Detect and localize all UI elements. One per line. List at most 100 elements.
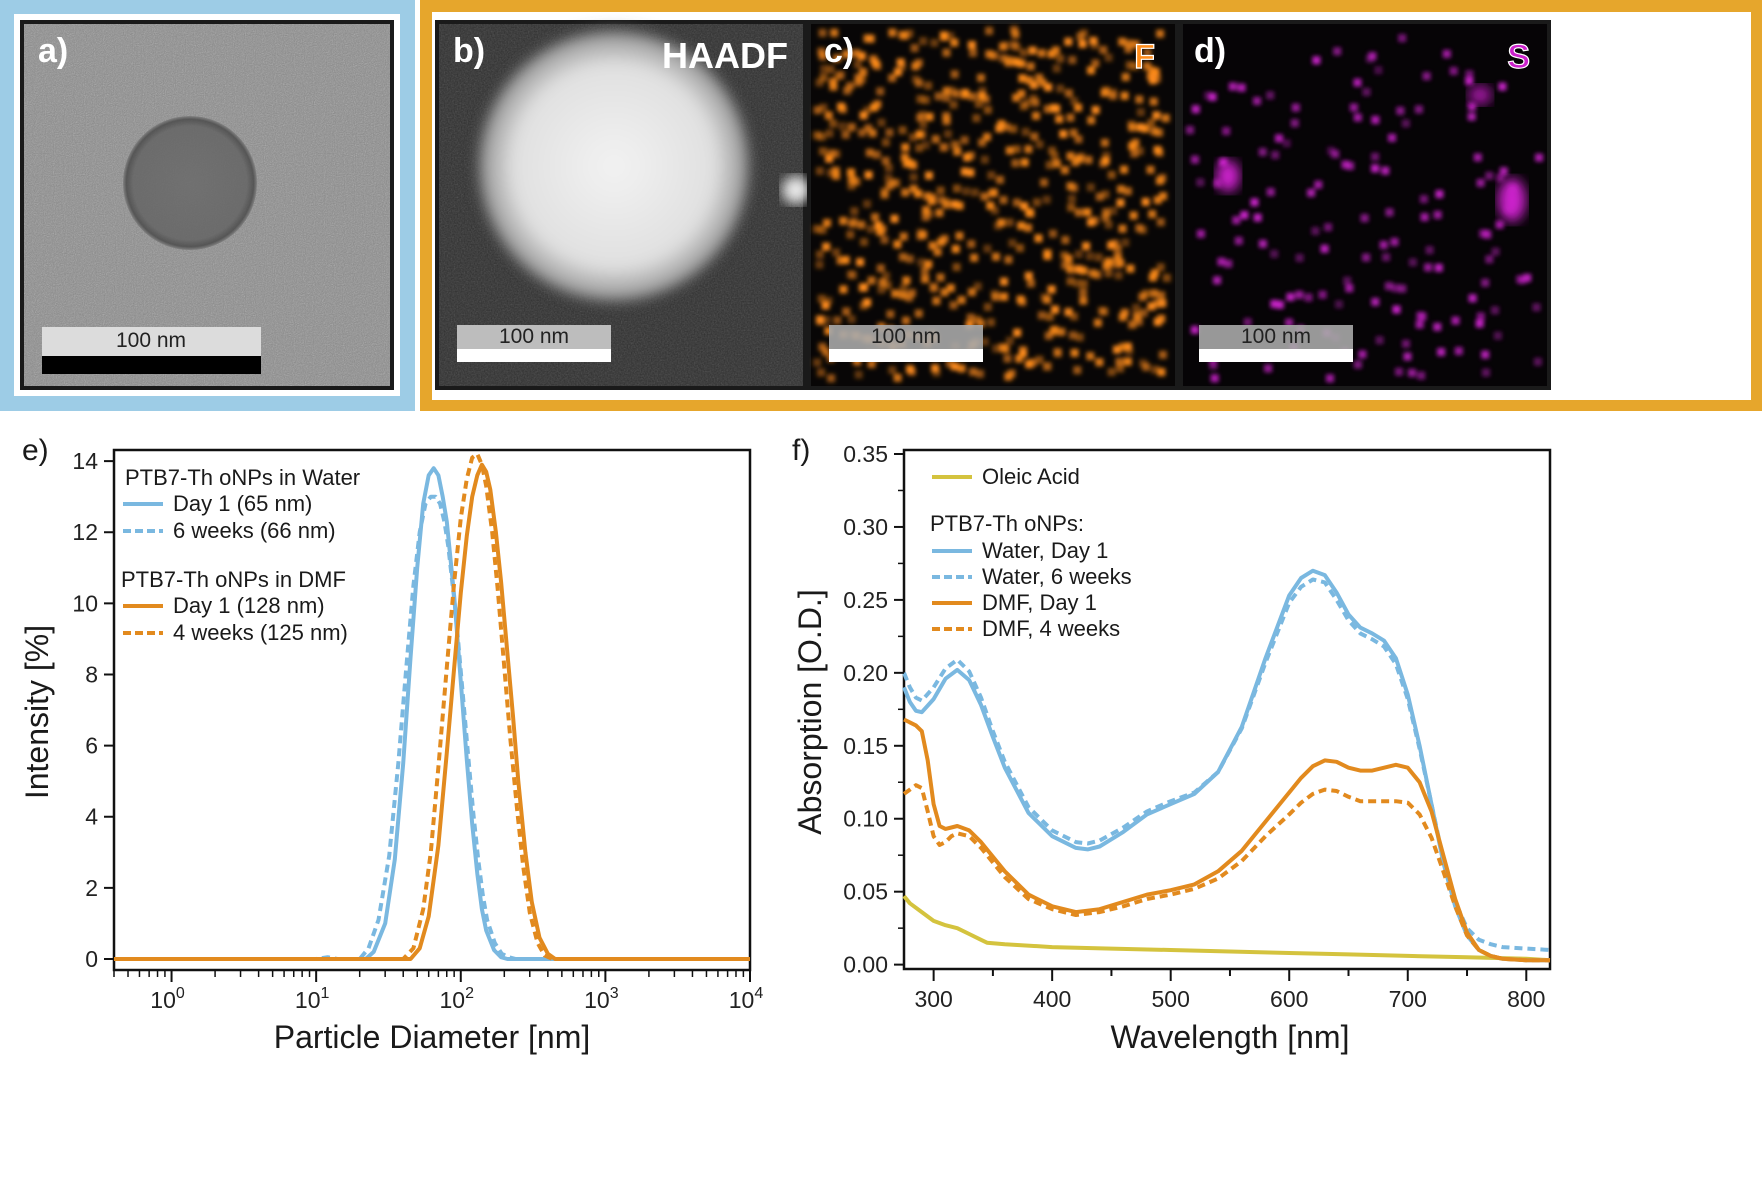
map-pixel [827,374,836,383]
map-pixel [848,219,857,228]
map-pixel [1089,36,1098,45]
map-pixel [1005,336,1014,345]
map-pixel [950,362,959,371]
map-pixel [1075,333,1084,342]
map-pixel [920,266,929,275]
map-pixel [987,171,996,180]
map-pixel [1120,91,1129,100]
map-pixel [1196,229,1205,238]
map-pixel [960,136,969,145]
map-pixel [860,238,868,246]
map-pixel [825,154,834,163]
map-pixel [1285,318,1294,327]
map-pixel [1535,153,1544,162]
y-tick-label: 0.35 [843,441,888,467]
map-pixel [955,231,964,240]
map-pixel [1125,347,1134,355]
map-pixel [1493,331,1502,340]
map-pixel [1003,354,1012,363]
map-pixel [1307,188,1316,197]
map-pixel [969,367,978,376]
map-pixel [817,368,826,377]
map-pixel [1019,346,1028,355]
map-pixel [859,111,868,120]
map-pixel [1073,366,1082,375]
map-pixel [902,316,910,325]
map-pixel [1139,308,1148,317]
map-pixel [872,150,881,159]
map-pixel [1029,81,1038,89]
map-pixel [1532,303,1541,312]
map-pixel [997,218,1006,227]
map-pixel [1346,161,1355,170]
map-pixel [846,270,855,279]
map-pixel [871,213,880,222]
map-pixel [1069,128,1078,137]
map-pixel [839,216,848,225]
map-pixel [813,358,822,367]
map-pixel [942,87,951,95]
map-pixel [883,281,892,290]
map-pixel [916,95,925,104]
map-pixel [1068,331,1077,340]
scale-bar-label: 100 nm [871,325,941,348]
map-pixel [1228,82,1237,91]
map-pixel [1158,299,1167,308]
map-pixel [1150,127,1159,136]
map-pixel [942,112,951,121]
map-pixel [1040,178,1048,187]
panel-d-label: d) [1194,32,1226,70]
map-pixel [1010,41,1019,50]
map-pixel [829,77,838,86]
map-pixel [853,60,862,69]
map-pixel [1035,140,1044,149]
map-pixel [1253,213,1262,222]
map-pixel [1107,367,1116,376]
map-pixel [921,275,930,284]
map-pixel [978,138,987,147]
map-pixel [1408,368,1416,377]
y-tick-label: 0.00 [843,952,888,978]
map-pixel [1061,261,1069,270]
map-pixel [1101,190,1110,199]
map-pixel [1100,138,1109,147]
map-pixel [988,189,997,198]
map-pixel [1147,65,1155,74]
map-pixel [1360,214,1369,223]
map-pixel [1379,240,1388,249]
map-pixel [1060,251,1069,260]
map-pixel [1093,318,1102,327]
map-pixel [992,344,1001,353]
map-pixel [817,132,826,141]
map-pixel [914,309,923,318]
map-pixel [884,174,893,182]
series-line [114,452,750,961]
map-pixel [824,326,833,335]
map-pixel [1341,160,1350,169]
map-pixel [1121,238,1130,247]
map-pixel [985,26,994,35]
panel-a: a) 100 nm [0,0,415,411]
map-pixel [874,221,883,230]
map-pixel [1157,314,1166,323]
map-pixel [1094,253,1103,262]
map-pixel [942,117,951,126]
map-pixel [909,173,918,182]
map-pixel [1045,161,1054,169]
map-pixel [815,167,824,175]
map-pixel [1150,289,1159,298]
map-pixel [961,89,970,97]
map-pixel [1055,115,1064,124]
map-pixel [1465,77,1474,85]
map-pixel [1142,62,1151,71]
map-pixel [863,199,872,208]
map-pixel [854,370,863,379]
map-pixel [1146,165,1155,174]
map-pixel [1433,210,1442,219]
scale-bar-box [457,325,611,349]
map-pixel [1516,275,1525,284]
map-pixel [1135,224,1144,233]
nanoparticle [123,116,257,250]
map-pixel [1086,352,1095,361]
